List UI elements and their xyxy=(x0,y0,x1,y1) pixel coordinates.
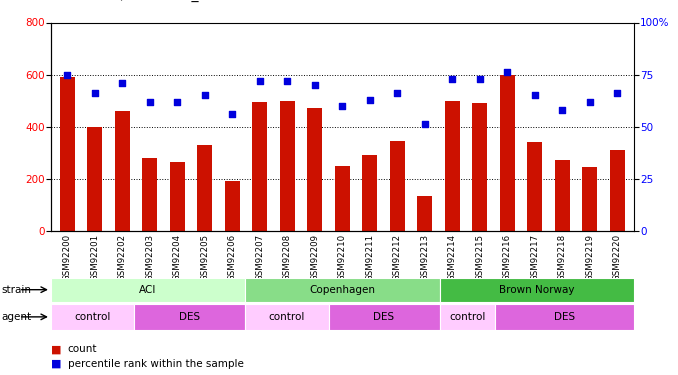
Text: control: control xyxy=(75,312,111,322)
Bar xyxy=(51,278,245,302)
Text: strain: strain xyxy=(1,285,31,295)
Text: GSM92209: GSM92209 xyxy=(311,234,319,281)
Point xyxy=(365,96,376,102)
Point xyxy=(172,99,183,105)
Bar xyxy=(134,304,245,330)
Bar xyxy=(245,278,439,302)
Text: GSM92207: GSM92207 xyxy=(256,234,264,281)
Bar xyxy=(555,160,570,231)
Text: ACI: ACI xyxy=(140,285,157,295)
Bar xyxy=(439,304,495,330)
Text: GSM92218: GSM92218 xyxy=(558,234,567,281)
Bar xyxy=(362,155,378,231)
Bar xyxy=(252,102,267,231)
Text: GSM92214: GSM92214 xyxy=(448,234,457,281)
Text: GSM92202: GSM92202 xyxy=(118,234,127,281)
Text: GSM92200: GSM92200 xyxy=(63,234,72,281)
Bar xyxy=(390,141,405,231)
Point xyxy=(475,76,485,82)
Text: GSM92210: GSM92210 xyxy=(338,234,347,281)
Bar xyxy=(527,142,542,231)
Bar xyxy=(142,158,157,231)
Bar xyxy=(60,77,75,231)
Text: control: control xyxy=(449,312,485,322)
Bar xyxy=(610,150,625,231)
Point xyxy=(584,99,595,105)
Text: GSM92211: GSM92211 xyxy=(365,234,374,281)
Point xyxy=(612,90,623,96)
Point xyxy=(420,122,431,128)
Point xyxy=(254,78,265,84)
Text: percentile rank within the sample: percentile rank within the sample xyxy=(68,359,243,369)
Text: DES: DES xyxy=(554,312,575,322)
Bar xyxy=(115,111,130,231)
Text: GSM92205: GSM92205 xyxy=(201,234,210,281)
Point xyxy=(227,111,238,117)
Text: GSM92220: GSM92220 xyxy=(613,234,622,281)
Text: GSM92213: GSM92213 xyxy=(420,234,429,281)
Point xyxy=(117,80,127,86)
Text: count: count xyxy=(68,345,98,354)
Bar xyxy=(329,304,439,330)
Bar xyxy=(473,103,487,231)
Bar xyxy=(495,304,634,330)
Point xyxy=(62,72,73,78)
Bar xyxy=(280,100,295,231)
Text: GSM92203: GSM92203 xyxy=(145,234,155,281)
Bar xyxy=(225,181,240,231)
Bar xyxy=(439,278,634,302)
Text: Copenhagen: Copenhagen xyxy=(309,285,376,295)
Bar xyxy=(245,304,329,330)
Point xyxy=(530,92,540,98)
Bar xyxy=(307,108,323,231)
Bar xyxy=(445,100,460,231)
Point xyxy=(199,92,210,98)
Bar xyxy=(418,195,433,231)
Point xyxy=(309,82,320,88)
Bar xyxy=(335,166,350,231)
Point xyxy=(502,69,513,75)
Text: GSM92204: GSM92204 xyxy=(173,234,182,281)
Text: GSM92219: GSM92219 xyxy=(585,234,595,281)
Bar xyxy=(170,162,185,231)
Text: GSM92212: GSM92212 xyxy=(393,234,402,281)
Text: Brown Norway: Brown Norway xyxy=(499,285,574,295)
Text: GDS2913 / 1383428_at: GDS2913 / 1383428_at xyxy=(51,0,212,2)
Bar xyxy=(500,75,515,231)
Point xyxy=(282,78,293,84)
Point xyxy=(557,107,568,113)
Point xyxy=(144,99,155,105)
Text: GSM92208: GSM92208 xyxy=(283,234,292,281)
Text: GSM92217: GSM92217 xyxy=(530,234,540,281)
Text: DES: DES xyxy=(179,312,200,322)
Bar xyxy=(87,127,102,231)
Text: ■: ■ xyxy=(51,345,61,354)
Text: agent: agent xyxy=(1,312,31,322)
Point xyxy=(392,90,403,96)
Text: GSM92216: GSM92216 xyxy=(503,234,512,281)
Text: GSM92201: GSM92201 xyxy=(90,234,100,281)
Bar xyxy=(197,145,212,231)
Text: GSM92206: GSM92206 xyxy=(228,234,237,281)
Text: control: control xyxy=(268,312,305,322)
Point xyxy=(447,76,458,82)
Point xyxy=(89,90,100,96)
Text: ■: ■ xyxy=(51,359,61,369)
Bar xyxy=(51,304,134,330)
Bar xyxy=(582,167,597,231)
Text: DES: DES xyxy=(374,312,395,322)
Point xyxy=(337,103,348,109)
Text: GSM92215: GSM92215 xyxy=(475,234,484,281)
